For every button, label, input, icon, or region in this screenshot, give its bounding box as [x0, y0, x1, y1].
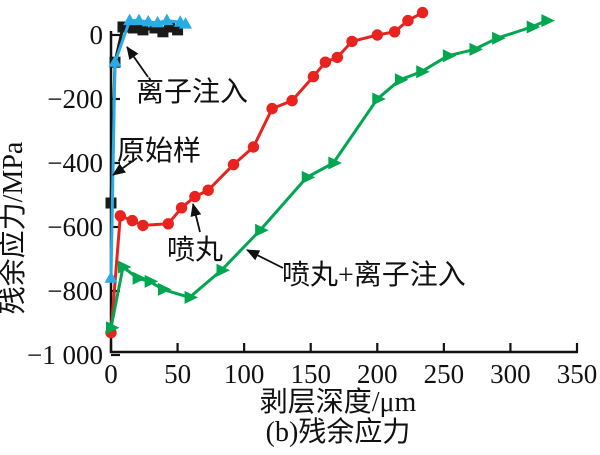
callout-label-original-sample: 原始样 — [117, 135, 201, 167]
x-tick-label: 150 — [290, 359, 331, 389]
series-ion-implantation — [104, 13, 193, 283]
marker-ion-implantation — [160, 13, 174, 26]
series-shot-peening — [105, 6, 429, 339]
marker-shot-peening — [416, 6, 429, 19]
marker-shot-peening — [227, 158, 240, 171]
x-tick-label: 50 — [164, 359, 191, 389]
y-tick-label: −200 — [47, 84, 103, 114]
callout-label-shot-peening-ion-implantation: 喷丸+离子注入 — [282, 259, 466, 291]
callout-label-ion-implantation: 离子注入 — [136, 76, 248, 108]
callout-label-shot-peening: 喷丸 — [167, 234, 223, 266]
figure-caption: (b)残余应力 — [266, 416, 411, 448]
marker-original-sample — [164, 21, 176, 33]
callout-shot-peening-ion-implantation: 喷丸+离子注入 — [246, 249, 466, 291]
marker-shot-peening — [371, 29, 383, 41]
marker-shot-peening-ion-implantation — [157, 282, 172, 296]
marker-shot-peening — [189, 190, 201, 203]
marker-shot-peening — [162, 218, 174, 230]
axes: 0 50 100 150 200 250 300 350 0 −200 −400 −600 −800 −1… — [27, 20, 597, 389]
series-original-sample — [105, 21, 184, 209]
marker-original-sample — [149, 22, 161, 34]
callout-ion-implantation: 离子注入 — [126, 46, 248, 108]
marker-ion-implantation — [123, 13, 137, 26]
callout-arrow-ion-implantation — [126, 46, 149, 78]
marker-shot-peening — [126, 214, 139, 227]
marker-original-sample — [157, 26, 169, 38]
y-axis-title: 残余应力/MPa — [0, 141, 29, 314]
y-tick-label: −800 — [47, 276, 103, 306]
data-series — [104, 6, 555, 339]
marker-shot-peening — [346, 35, 358, 48]
marker-ion-implantation — [104, 271, 118, 283]
marker-shot-peening — [114, 210, 127, 222]
x-axis-title: 剥层深度/μm — [260, 386, 417, 418]
y-tick-label: −400 — [47, 148, 103, 178]
marker-shot-peening-ion-implantation — [132, 271, 147, 285]
y-tick-label: −1 000 — [27, 340, 103, 370]
marker-shot-peening-ion-implantation — [372, 92, 386, 106]
callout-arrow-shot-peening — [190, 203, 202, 233]
marker-shot-peening — [137, 219, 149, 232]
callout-arrow-original-sample — [112, 157, 138, 176]
marker-shot-peening-ion-implantation — [541, 14, 555, 28]
x-tick-label: 350 — [557, 359, 598, 389]
marker-shot-peening-ion-implantation — [469, 42, 483, 56]
marker-original-sample — [172, 24, 184, 36]
y-tick-label: −600 — [47, 212, 103, 242]
marker-shot-peening — [388, 26, 401, 38]
marker-shot-peening-ion-implantation — [416, 65, 430, 79]
marker-original-sample — [117, 21, 129, 33]
marker-shot-peening — [266, 102, 278, 115]
marker-shot-peening-ion-implantation — [184, 290, 199, 304]
marker-original-sample — [128, 22, 140, 34]
marker-ion-implantation — [179, 17, 193, 29]
marker-shot-peening-ion-implantation — [328, 156, 342, 170]
y-tick-label: 0 — [90, 20, 104, 50]
series-line-original-sample — [109, 25, 179, 204]
callout-arrow-shot-peening-ion-implantation — [246, 249, 284, 269]
marker-shot-peening-ion-implantation — [216, 263, 231, 277]
marker-ion-implantation — [132, 13, 146, 26]
marker-shot-peening-ion-implantation — [442, 49, 457, 63]
series-shot-peening-ion-implantation — [106, 14, 555, 335]
marker-original-sample — [137, 24, 149, 36]
x-tick-label: 100 — [224, 359, 265, 389]
marker-shot-peening-ion-implantation — [301, 170, 316, 184]
marker-shot-peening — [286, 94, 298, 107]
marker-shot-peening-ion-implantation — [144, 274, 159, 288]
marker-shot-peening — [319, 56, 332, 68]
marker-shot-peening-ion-implantation — [394, 73, 409, 87]
marker-shot-peening-ion-implantation — [117, 260, 132, 274]
marker-shot-peening — [402, 14, 414, 27]
marker-shot-peening-ion-implantation — [526, 20, 541, 34]
marker-shot-peening-ion-implantation — [255, 223, 269, 237]
x-tick-label: 250 — [424, 359, 465, 389]
marker-ion-implantation — [108, 55, 122, 67]
marker-shot-peening — [202, 184, 214, 196]
callout-shot-peening: 喷丸 — [167, 203, 223, 266]
callout-original-sample: 原始样 — [112, 135, 201, 176]
marker-ion-implantation — [141, 14, 155, 27]
marker-shot-peening-ion-implantation — [492, 31, 506, 45]
x-tick-label: 200 — [357, 359, 398, 389]
x-tick-label: 300 — [490, 359, 531, 389]
marker-shot-peening-ion-implantation — [106, 321, 120, 335]
marker-shot-peening — [331, 51, 344, 64]
marker-shot-peening — [247, 141, 260, 153]
x-tick-label: 0 — [104, 359, 118, 389]
marker-shot-peening — [175, 202, 188, 214]
marker-shot-peening — [307, 70, 320, 83]
